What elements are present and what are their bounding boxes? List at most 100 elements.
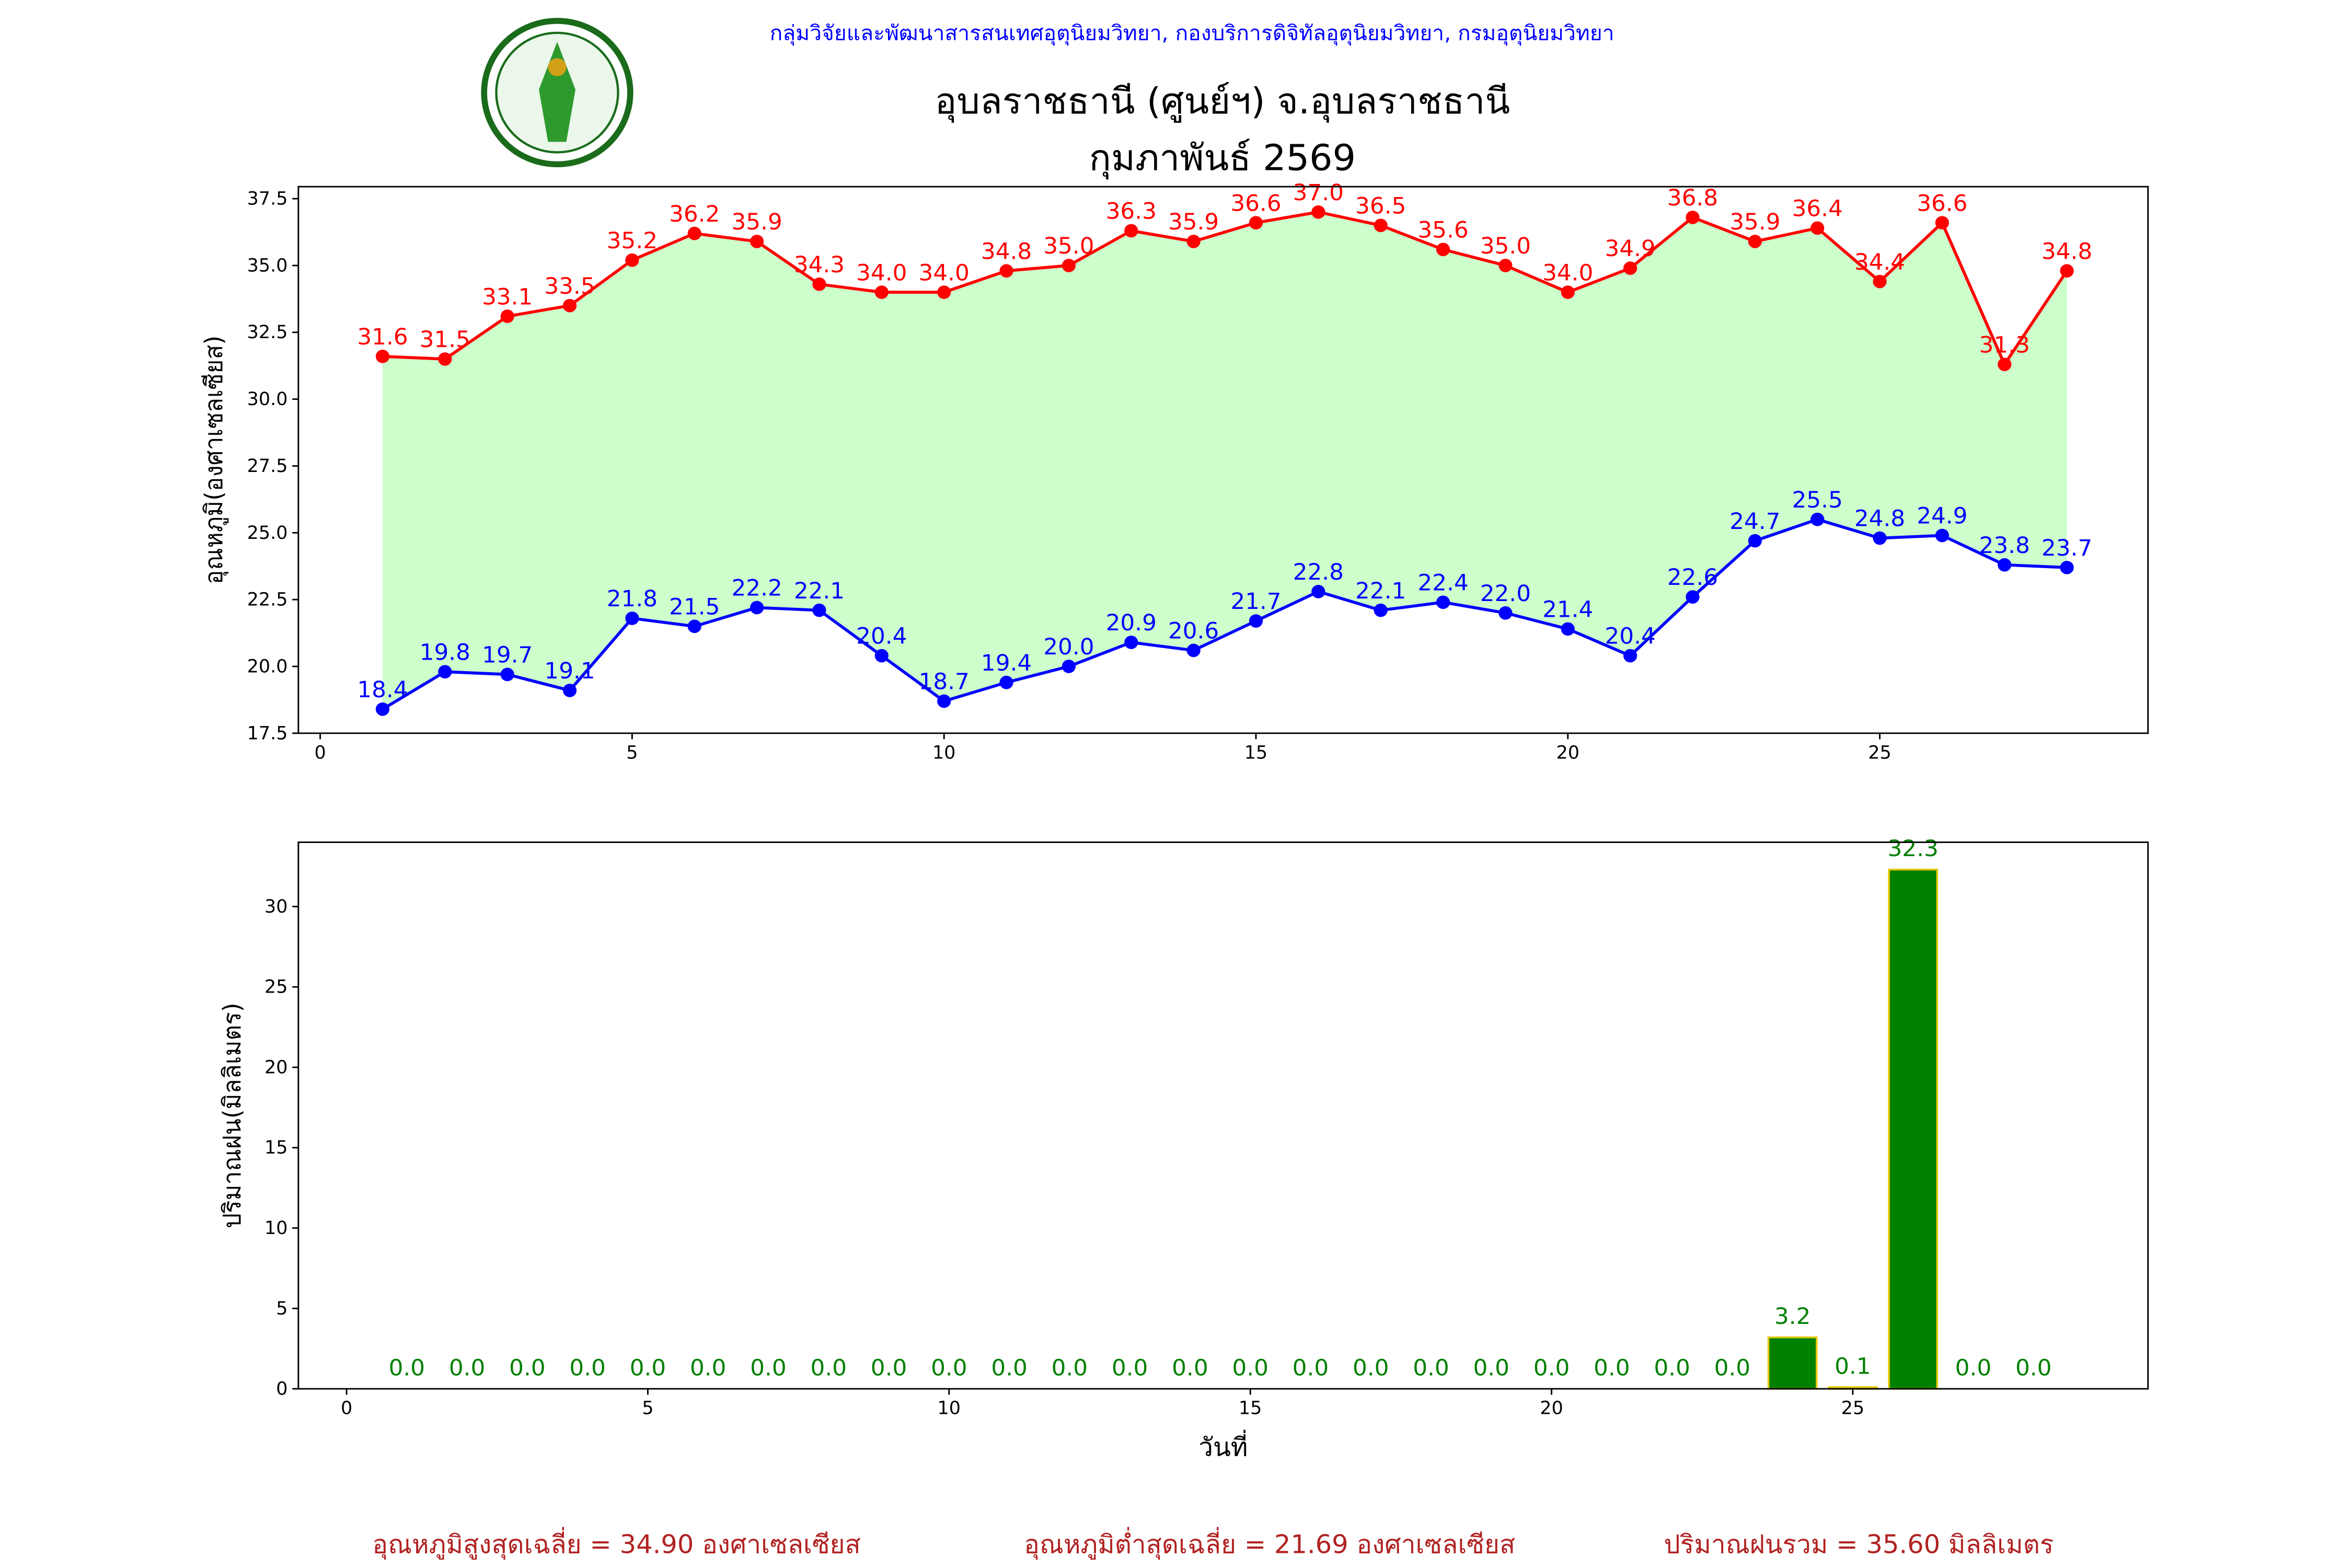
min-temp-point <box>1873 531 1887 545</box>
max-temp-label: 35.2 <box>607 228 658 254</box>
max-temp-point <box>1311 205 1325 219</box>
max-temp-line <box>382 210 2068 368</box>
min-temp-point <box>562 684 577 697</box>
min-temp-label: 24.9 <box>1917 503 1967 529</box>
temperature-chart: 0 5 10 15 20 25 17.5 20.0 22.5 25.0 27.5 30.0 32.5 35… <box>200 180 2149 764</box>
x-tick-label: 15 <box>1239 1398 1262 1419</box>
x-tick-label: 5 <box>642 1398 653 1419</box>
x-axis-label: วันที่ <box>1198 1429 1248 1462</box>
max-temp-point <box>1623 261 1638 275</box>
max-temp-point <box>1436 243 1450 257</box>
max-temp-label: 34.8 <box>981 239 1032 265</box>
y-tick-label: 25 <box>264 977 287 998</box>
max-temp-label: 35.9 <box>731 209 782 235</box>
max-temp-label: 34.0 <box>919 260 970 286</box>
x-tick-label: 15 <box>1244 743 1267 764</box>
rain-label: 0.0 <box>1714 1355 1750 1381</box>
min-temp-point <box>1935 528 1949 543</box>
min-temp-label: 20.0 <box>1043 635 1094 661</box>
y-tick-label: 17.5 <box>247 723 288 744</box>
max-temp-point <box>1124 224 1138 238</box>
x-tick-label: 20 <box>1556 743 1579 764</box>
y-tick-label: 15 <box>264 1138 287 1159</box>
min-temp-point <box>1186 643 1201 658</box>
min-temp-point <box>1561 622 1575 636</box>
max-temp-point <box>1748 235 1762 248</box>
min-temp-label: 24.7 <box>1730 509 1780 535</box>
max-temp-label: 34.4 <box>1854 249 1905 275</box>
y-tick-label: 22.5 <box>247 590 288 610</box>
max-temp-label: 36.8 <box>1667 185 1718 211</box>
y-tick-label: 35.0 <box>247 256 288 276</box>
max-temp-label: 31.6 <box>357 324 408 350</box>
max-temp-label: 31.3 <box>1979 332 2030 359</box>
max-temp-label: 35.6 <box>1417 217 1468 244</box>
max-temp-point <box>2060 264 2074 278</box>
y-axis-label: อุณหภูมิ(องศาเซลเซียส) <box>200 336 229 584</box>
max-temp-label: 36.4 <box>1792 196 1843 222</box>
rain-bar <box>1888 868 1939 1390</box>
min-temp-label: 20.4 <box>1605 624 1655 650</box>
y-tick-label: 37.5 <box>247 189 288 210</box>
x-tick-label: 5 <box>626 743 638 764</box>
min-temp-point <box>438 665 452 679</box>
min-temp-label: 22.2 <box>731 575 782 602</box>
max-temp-label: 35.9 <box>1168 209 1219 235</box>
min-temp-label: 22.8 <box>1293 559 1344 585</box>
y-tick-label: 20 <box>264 1057 287 1078</box>
min-temp-label: 20.9 <box>1106 610 1157 637</box>
min-temp-point <box>1311 584 1325 598</box>
max-temp-point <box>1935 216 1949 230</box>
max-temp-point <box>1062 259 1076 272</box>
max-temp-label: 33.1 <box>482 284 533 310</box>
y-tick-label: 32.5 <box>247 322 288 343</box>
max-temp-point <box>562 298 577 313</box>
y-tick-label: 0 <box>276 1379 287 1400</box>
min-temp-label: 23.8 <box>1979 533 2030 559</box>
station-title: อุบลราชธานี (ศูนย์ฯ) จ.อุบลราชธานี <box>935 81 1510 123</box>
max-temp-point <box>500 309 514 324</box>
rain-label: 0.0 <box>389 1355 425 1381</box>
rain-label: 0.0 <box>569 1355 605 1381</box>
max-temp-point <box>1811 221 1825 235</box>
y-axis-label: ปริมาณฝน(มิลลิเมตร) <box>218 1002 247 1228</box>
max-temp-point <box>937 285 951 299</box>
x-tick-label: 0 <box>341 1398 352 1419</box>
y-tick-label: 20.0 <box>247 656 288 677</box>
max-temp-label: 34.3 <box>794 252 845 278</box>
min-temp-label: 21.5 <box>669 594 720 620</box>
min-temp-point <box>1249 614 1263 628</box>
min-temp-label: 22.1 <box>794 578 845 604</box>
rain-label: 32.3 <box>1888 836 1939 862</box>
max-temp-point <box>375 349 390 363</box>
max-temp-label: 35.0 <box>1043 234 1094 260</box>
y-tick-label: 30.0 <box>247 389 288 410</box>
rain-label: 0.0 <box>1594 1355 1630 1381</box>
min-temp-label: 19.7 <box>482 642 533 668</box>
min-temp-point <box>687 619 701 633</box>
plot-frame <box>297 186 2149 734</box>
min-temp-point <box>1998 558 2012 572</box>
rain-label: 0.0 <box>509 1355 545 1381</box>
min-temp-point <box>750 601 764 615</box>
min-temp-point <box>500 667 514 682</box>
max-temp-label: 33.5 <box>544 273 595 299</box>
min-temp-point <box>1374 603 1388 617</box>
min-temp-point <box>1498 606 1513 620</box>
y-tick-label: 25.0 <box>247 523 288 544</box>
min-temp-label: 23.7 <box>2042 535 2092 561</box>
min-temp-label: 18.4 <box>357 677 408 703</box>
min-temp-label: 25.5 <box>1792 487 1843 513</box>
max-temp-label: 37.0 <box>1293 180 1344 206</box>
min-temp-label: 21.4 <box>1542 597 1593 623</box>
max-temp-label: 36.6 <box>1230 191 1281 217</box>
rain-label: 3.2 <box>1774 1304 1811 1330</box>
rain-label: 0.0 <box>449 1355 485 1381</box>
min-temp-label: 20.4 <box>856 624 907 650</box>
y-tick-label: 5 <box>276 1298 287 1319</box>
min-temp-point <box>625 612 639 625</box>
min-temp-point <box>937 694 951 708</box>
min-temp-point <box>1062 660 1076 673</box>
rain-label: 0.0 <box>1473 1355 1509 1381</box>
min-temp-label: 18.7 <box>919 669 970 695</box>
